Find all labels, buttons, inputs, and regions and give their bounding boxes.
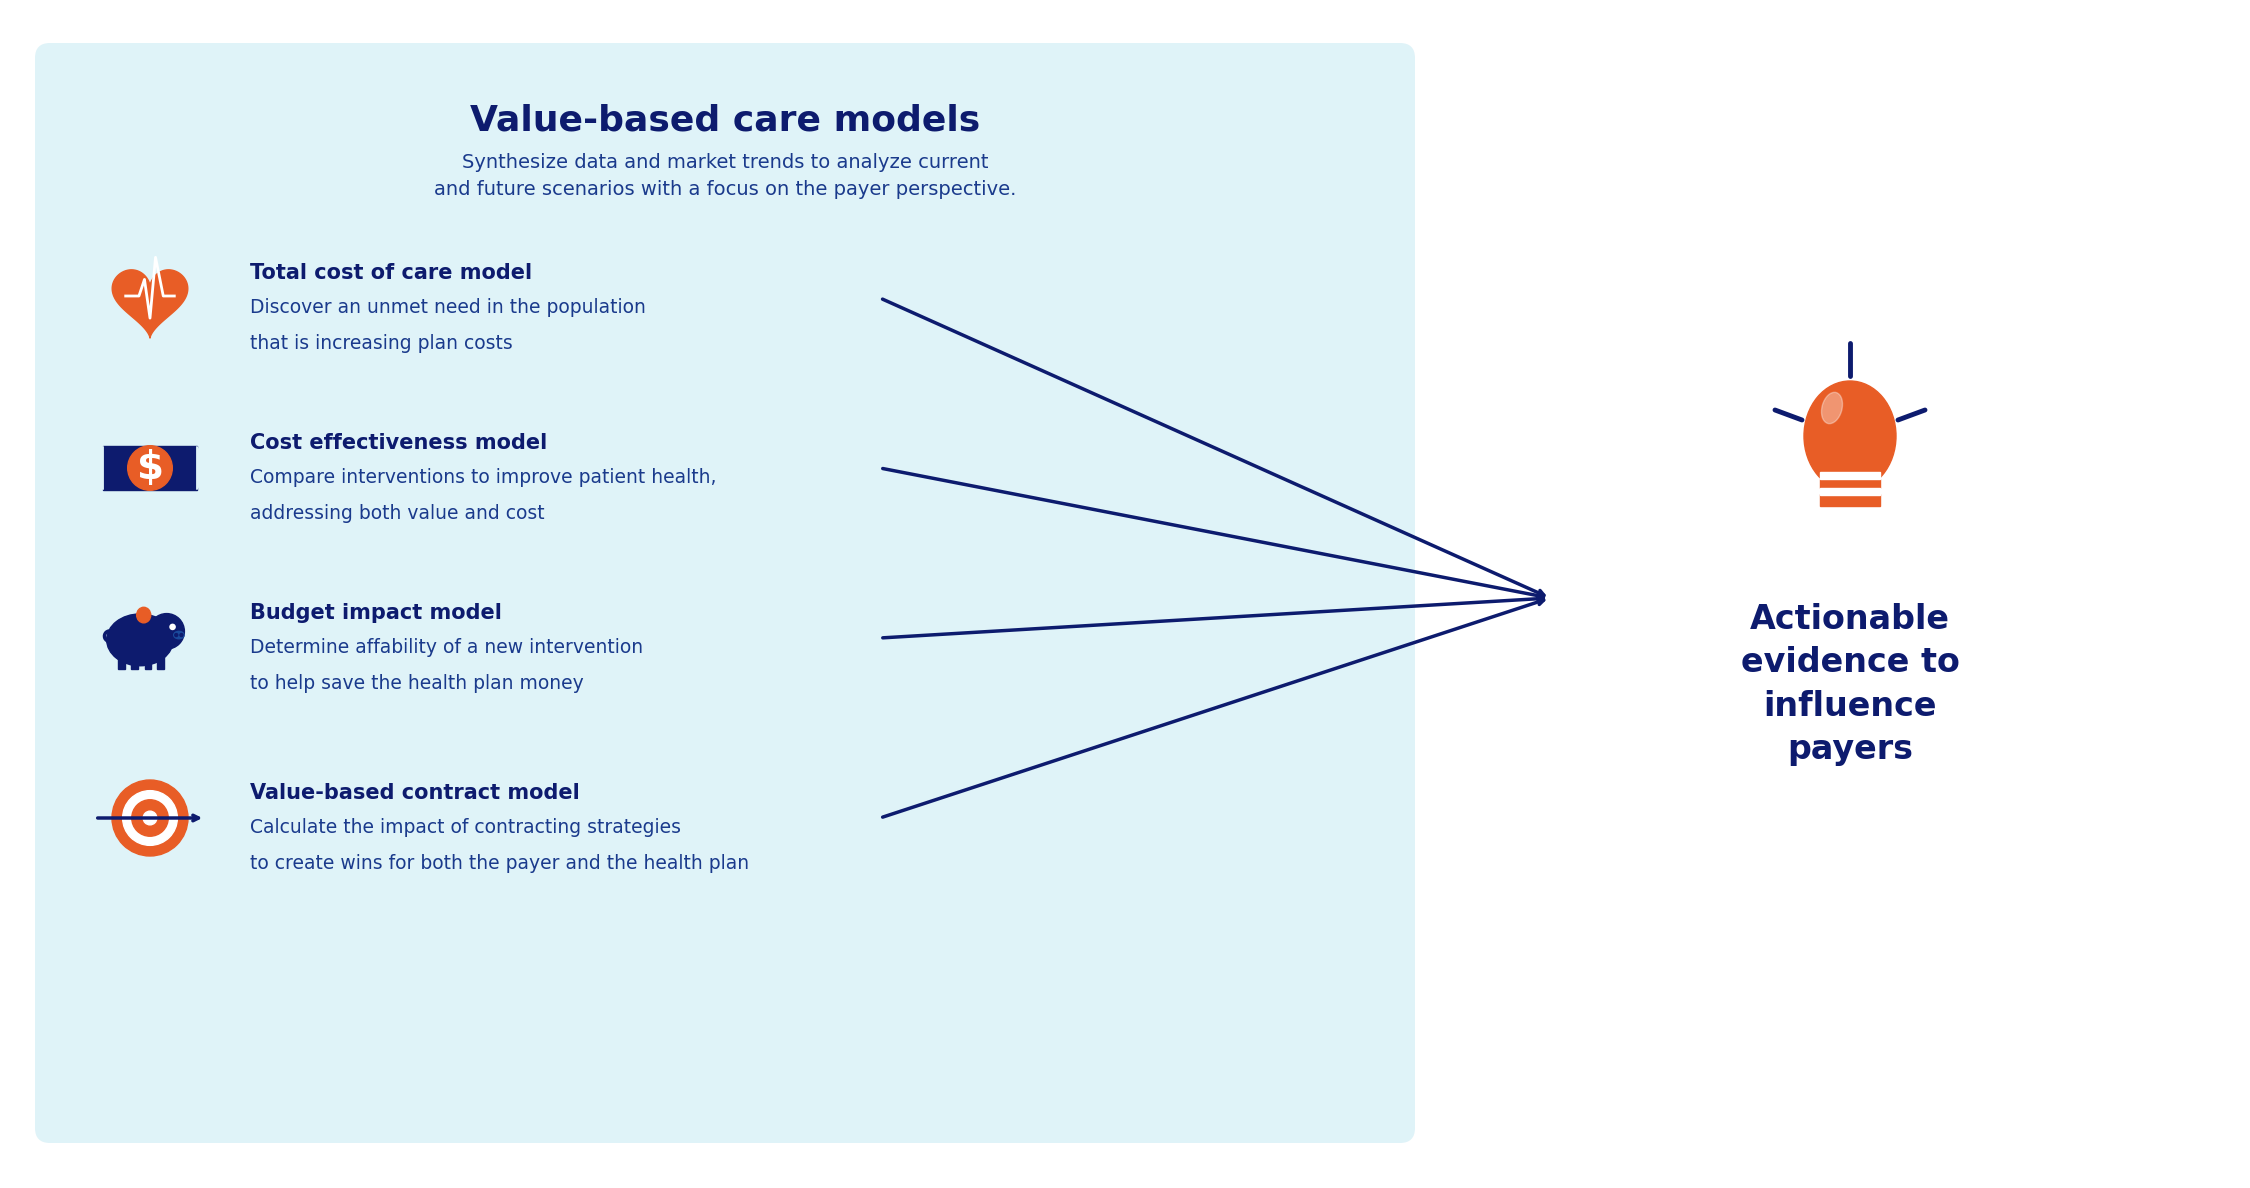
Text: Discover an unmet need in the population: Discover an unmet need in the population (250, 298, 646, 317)
Bar (1820, 488, 1881, 495)
Bar (119, 653, 124, 670)
Text: Synthesize data and market trends to analyze current
and future scenarios with a: Synthesize data and market trends to ana… (434, 153, 1017, 198)
Ellipse shape (1823, 392, 1843, 424)
Text: Value-based contract model: Value-based contract model (250, 783, 580, 803)
Ellipse shape (137, 607, 151, 623)
Bar (1820, 460, 1881, 472)
Text: to create wins for both the payer and the health plan: to create wins for both the payer and th… (250, 854, 749, 873)
Ellipse shape (1804, 381, 1897, 491)
Circle shape (124, 791, 178, 846)
Text: Total cost of care model: Total cost of care model (250, 263, 533, 283)
Polygon shape (90, 447, 104, 489)
Text: Determine affability of a new intervention: Determine affability of a new interventi… (250, 638, 644, 657)
Circle shape (180, 633, 182, 637)
Ellipse shape (173, 631, 184, 639)
Circle shape (171, 625, 176, 630)
Polygon shape (112, 270, 187, 339)
Text: Calculate the impact of contracting strategies: Calculate the impact of contracting stra… (250, 819, 682, 838)
Text: Value-based care models: Value-based care models (470, 103, 981, 137)
Bar (1820, 494, 1881, 506)
Circle shape (133, 800, 169, 836)
Ellipse shape (106, 614, 173, 665)
Text: Budget impact model: Budget impact model (250, 604, 502, 623)
Text: Compare interventions to improve patient health,: Compare interventions to improve patient… (250, 468, 716, 487)
Bar (104, 447, 196, 489)
Bar (1820, 479, 1881, 488)
Polygon shape (196, 447, 209, 489)
Bar (144, 653, 151, 670)
Text: that is increasing plan costs: that is increasing plan costs (250, 334, 513, 353)
Circle shape (128, 446, 173, 491)
Text: to help save the health plan money: to help save the health plan money (250, 674, 583, 693)
Text: $: $ (137, 449, 164, 487)
Text: Cost effectiveness model: Cost effectiveness model (250, 432, 547, 453)
FancyBboxPatch shape (36, 43, 1415, 1143)
Circle shape (148, 613, 184, 649)
Text: Actionable
evidence to
influence
payers: Actionable evidence to influence payers (1742, 604, 1960, 766)
Bar (1820, 472, 1881, 479)
Bar (130, 653, 137, 670)
Circle shape (112, 781, 189, 857)
Bar (158, 653, 164, 670)
Circle shape (176, 633, 178, 637)
Circle shape (144, 811, 158, 824)
Text: addressing both value and cost: addressing both value and cost (250, 504, 544, 523)
